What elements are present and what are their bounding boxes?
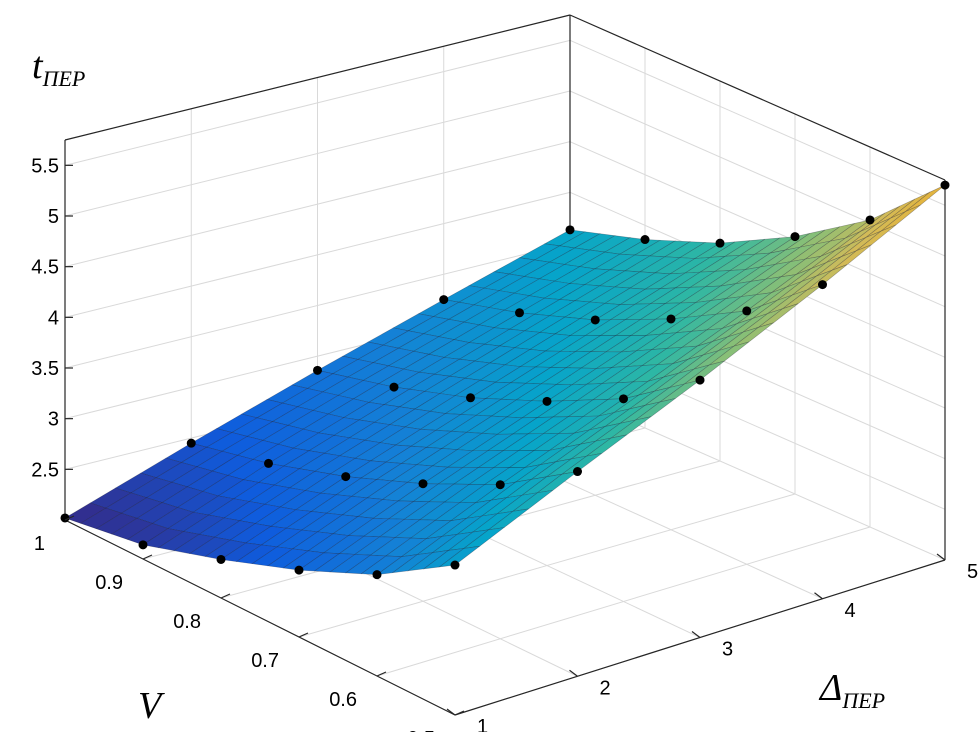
surface-patch [709,341,750,366]
z-tick-label: 5.5 [31,155,59,177]
box-edge [64,519,456,716]
surface-patch [561,452,603,475]
data-point [216,554,226,564]
y-axis-label: V [138,685,165,727]
surface-patch [890,191,931,219]
data-point [742,306,752,316]
y-tick [376,671,387,677]
data-point [264,458,273,468]
y-tick [454,710,465,716]
x-tick [936,553,946,561]
data-point [573,467,582,477]
grid-line [298,493,796,638]
data-point [940,180,950,190]
data-point [389,382,399,392]
data-point [418,479,428,489]
x-tick [814,592,823,600]
z-tick-label: 3 [48,409,59,431]
data-point [138,540,148,550]
y-tick-label: 0.8 [173,611,201,633]
x-tick-label: 2 [600,677,611,699]
x-tick-label: 4 [845,600,856,622]
surface-patch [586,434,627,457]
data-point [790,232,800,242]
data-points [60,180,950,580]
surface-patch [880,204,921,232]
z-axis-label-sub: ПЕР [42,66,86,91]
x-tick-label: 5 [967,561,978,583]
x-tick [446,708,456,716]
data-point [515,308,524,318]
data-point [341,472,351,482]
y-tick-label: 0.9 [95,572,123,594]
surface-patch [905,184,946,212]
box-edge [569,14,946,181]
data-point [60,513,70,523]
data-point [818,280,827,290]
y-tick-label: 1 [34,533,45,555]
z-axis-label: tПЕР [32,45,85,91]
y-tick [142,554,153,560]
data-point [372,570,382,580]
grid-line [569,39,946,206]
surface-patch [807,264,848,291]
surface-patch [487,508,529,531]
y-tick-label: 0.7 [251,650,279,672]
x-axis-label-sub: ПЕР [841,688,885,713]
surface-patch [733,322,774,347]
z-axis-label-main: t [32,45,44,87]
box-edge [64,14,571,141]
surface-patch [438,545,481,568]
x-axis-label: ΔПЕР [818,667,885,713]
x-tick-label: 1 [477,716,488,732]
grid-line [376,526,871,677]
ticks: 2.5 3 3.5 4 4.5 5 5.5 0.5 0.6 0.7 0.8 0.9 1 1 2 3 4 5 [31,155,978,732]
y-tick-label: 0.6 [329,689,357,711]
x-tick [691,631,701,638]
surface-patch [684,360,725,385]
z-tick-label: 4 [48,307,59,329]
data-point [495,480,505,490]
x-axis-label-main: Δ [818,667,842,709]
grid-line [569,141,946,308]
x-tick [569,669,578,677]
data-point [666,314,676,324]
x-tick-label: 3 [722,639,733,661]
y-tick [220,593,231,599]
data-point [640,235,650,245]
data-point [186,438,196,448]
surface-patch [856,224,897,252]
z-tick-label: 3.5 [31,358,59,380]
y-tick [64,515,75,521]
grid-line [569,90,946,257]
data-point [619,394,628,404]
data-point [542,396,552,406]
z-tick-label: 5 [48,206,59,228]
y-tick [298,632,309,638]
surface [64,184,946,576]
data-point [439,295,449,305]
data-point [565,225,575,235]
data-point [590,315,600,325]
data-point [715,238,725,248]
data-point [313,365,322,375]
data-point [865,215,875,225]
data-point [695,375,705,385]
data-point [294,565,304,575]
data-point [450,560,460,570]
y-tick-label: 0.5 [407,728,435,732]
data-point [466,393,475,403]
z-tick-label: 2.5 [31,459,59,481]
z-tick-label: 4.5 [31,257,59,279]
surface-patch [512,489,554,512]
